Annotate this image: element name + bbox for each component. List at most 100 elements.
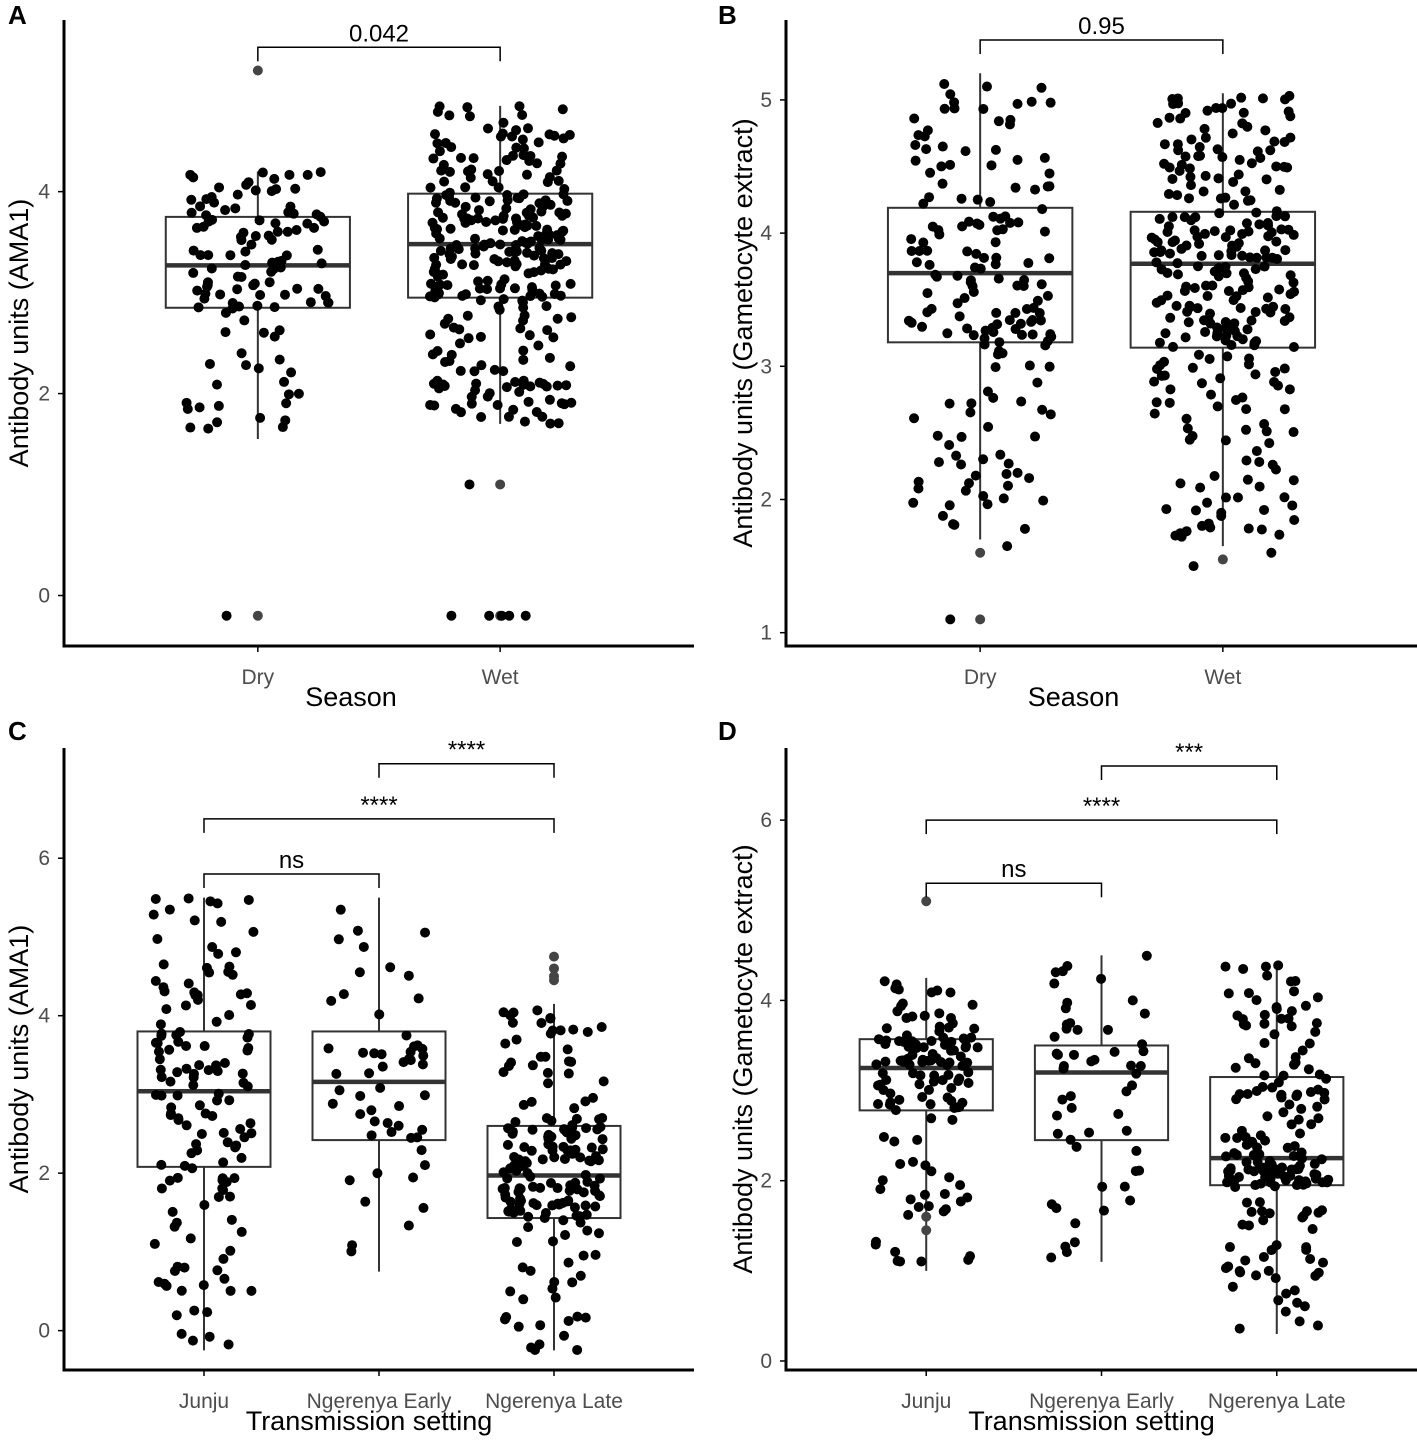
data-point (1265, 1170, 1276, 1181)
data-point (1021, 304, 1032, 315)
data-point (189, 915, 200, 926)
data-point (1271, 1164, 1282, 1175)
data-point (995, 213, 1006, 224)
data-point (189, 1305, 200, 1316)
data-point (873, 1099, 884, 1110)
data-point (582, 1026, 593, 1037)
data-point (1016, 396, 1027, 407)
data-point (548, 332, 559, 343)
data-point (502, 1139, 513, 1150)
data-point (913, 476, 924, 487)
data-point (907, 1068, 918, 1079)
data-point (419, 1160, 430, 1171)
data-point (1229, 325, 1240, 336)
data-point (232, 189, 243, 200)
data-point (909, 113, 920, 124)
data-point (164, 1044, 175, 1055)
data-point (156, 1159, 167, 1170)
data-point (1126, 1060, 1137, 1071)
comparison-line (979, 39, 1224, 54)
data-point (1286, 1119, 1297, 1130)
data-point (1205, 308, 1216, 319)
data-point (978, 252, 989, 263)
data-point (1198, 186, 1209, 197)
data-point (1220, 317, 1231, 328)
data-point (572, 1311, 583, 1322)
data-point (580, 1200, 591, 1211)
data-point (230, 203, 241, 214)
data-point (949, 519, 960, 530)
data-point (326, 995, 337, 1006)
data-point (1242, 1089, 1253, 1100)
data-point (544, 129, 555, 140)
data-point (183, 978, 194, 989)
data-point (1154, 213, 1165, 224)
data-point (1312, 1320, 1323, 1331)
data-point (991, 252, 1002, 263)
data-point (1181, 526, 1192, 537)
data-point (188, 267, 199, 278)
data-point (417, 1043, 428, 1054)
data-point (1261, 174, 1272, 185)
data-point (514, 386, 525, 397)
data-point (1207, 280, 1218, 291)
data-point (498, 294, 509, 305)
data-point (432, 224, 443, 235)
data-point (434, 233, 445, 244)
data-point (1251, 252, 1262, 263)
data-point (505, 1286, 516, 1297)
data-point (1255, 1130, 1266, 1141)
comparison-bracket: 0.042 (257, 20, 501, 62)
data-point (1184, 163, 1195, 174)
data-point (1278, 1107, 1289, 1118)
data-point (1251, 995, 1262, 1006)
data-point (1030, 431, 1041, 442)
data-point (199, 1041, 210, 1052)
data-point (907, 1011, 918, 1022)
data-point (1164, 397, 1175, 408)
data-point (932, 430, 943, 441)
data-point (1288, 229, 1299, 240)
data-point (547, 1145, 558, 1156)
data-point (991, 307, 1002, 318)
data-point (1121, 1125, 1132, 1136)
data-point (979, 333, 990, 344)
data-point (1271, 206, 1282, 217)
data-point (1276, 224, 1287, 235)
data-point (155, 1019, 166, 1030)
data-point (416, 1145, 427, 1156)
data-point (153, 1046, 164, 1057)
data-point (1260, 125, 1271, 136)
data-point (236, 1226, 247, 1237)
data-point (969, 1023, 980, 1034)
data-point (176, 1285, 187, 1296)
data-point (429, 129, 440, 140)
data-point (1242, 121, 1253, 132)
data-point (248, 926, 259, 937)
data-point (590, 1249, 601, 1260)
y-axis-title: Antibody units (AMA1) (4, 925, 34, 1194)
data-point (507, 131, 518, 142)
data-point (420, 927, 431, 938)
data-point (562, 1044, 573, 1055)
data-point (156, 1028, 167, 1039)
y-tick-label: 4 (760, 222, 772, 245)
data-point (536, 1018, 547, 1029)
data-point (149, 1238, 160, 1249)
data-point (922, 245, 933, 256)
data-point (382, 1118, 393, 1129)
data-point (1251, 207, 1262, 218)
data-point (1195, 150, 1206, 161)
data-point (1307, 1224, 1318, 1235)
data-point (1044, 253, 1055, 264)
panel-d-letter: D (718, 716, 737, 746)
data-point (1068, 1049, 1079, 1060)
data-point (214, 182, 225, 193)
data-point (526, 1096, 537, 1107)
data-point (446, 349, 457, 360)
data-point (529, 1344, 540, 1355)
outlier-point (1217, 554, 1228, 565)
data-point (531, 220, 542, 231)
data-point (1250, 264, 1261, 275)
data-point (543, 1078, 554, 1089)
